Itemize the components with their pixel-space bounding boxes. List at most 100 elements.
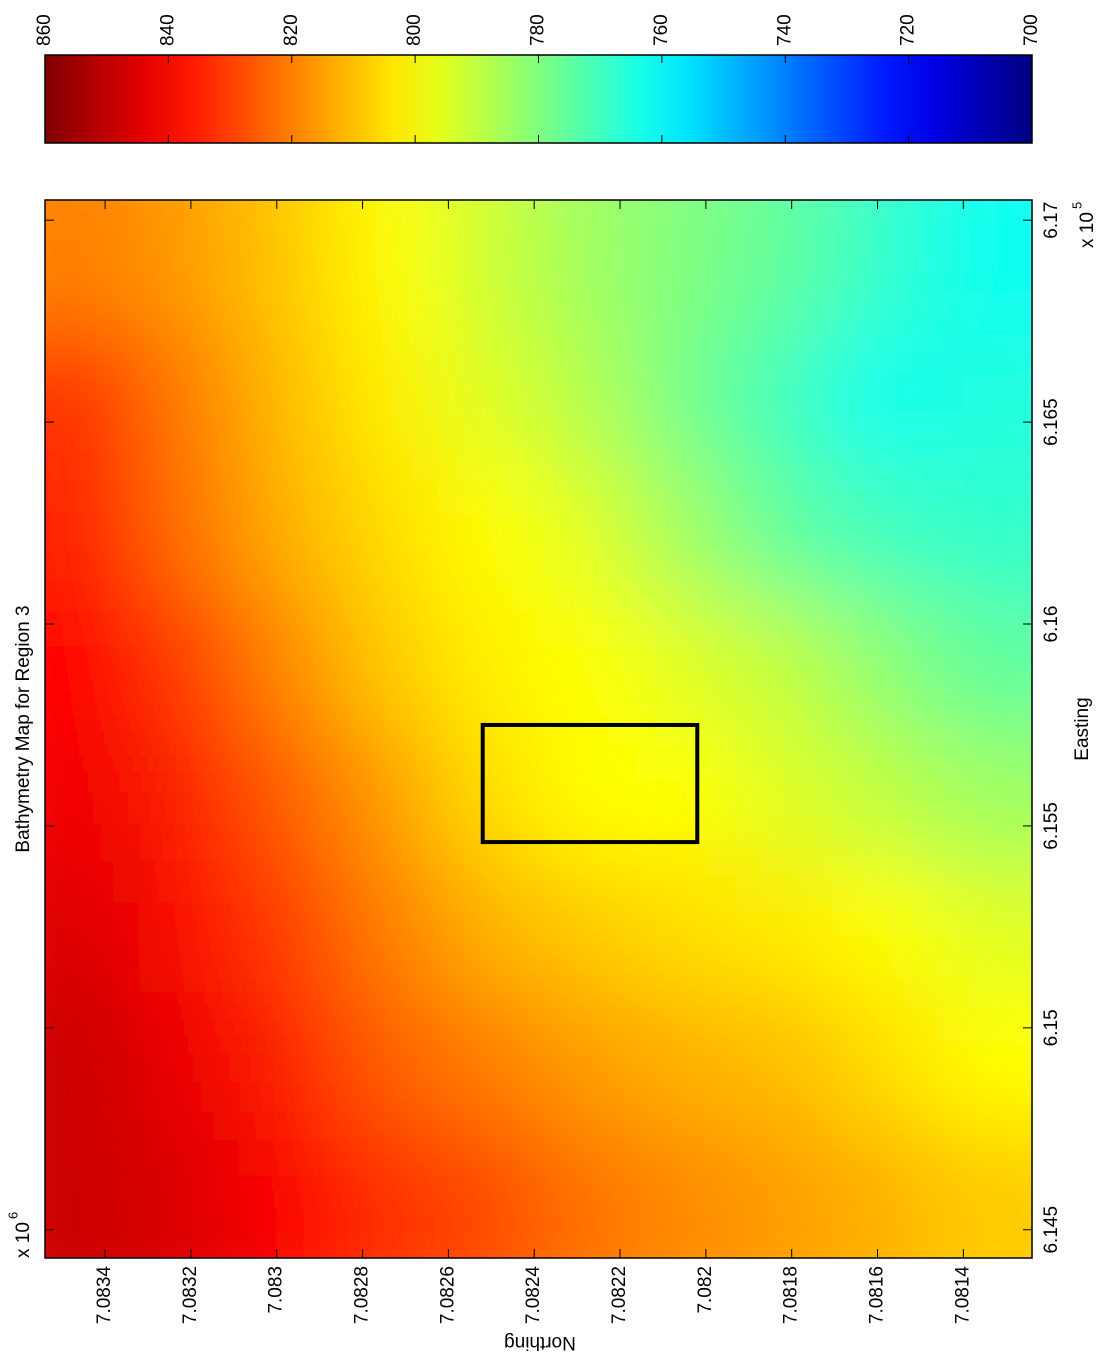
depth-cell [540, 334, 641, 467]
depth-cell [342, 466, 443, 599]
x-tick-label: 6.165 [1041, 398, 1062, 446]
y-tick-label: 7.0834 [94, 1266, 115, 1325]
colorbar-tick-label: 820 [281, 14, 302, 46]
depth-cell [0, 466, 145, 599]
depth-cell [441, 597, 542, 732]
depth-cell [0, 121, 145, 336]
x-multiplier: x 10 [1077, 212, 1098, 248]
depth-cells [0, 121, 1101, 1341]
x-tick-label: 6.16 [1041, 606, 1062, 643]
depth-cell [737, 730, 838, 863]
depth-cell [934, 861, 1101, 994]
depth-cell [342, 993, 443, 1128]
depth-cell [638, 993, 739, 1128]
depth-cell [244, 1126, 345, 1341]
x-axis-label: Easting [1072, 697, 1093, 760]
depth-cell [638, 597, 739, 732]
colorbar-tick-label: 760 [651, 14, 672, 46]
depth-cell [638, 861, 739, 994]
depth-cell [737, 597, 838, 732]
depth-cell [934, 993, 1101, 1128]
y-tick-label: 7.083 [266, 1266, 287, 1314]
depth-cell [244, 861, 345, 994]
y-tick-label: 7.0816 [867, 1266, 888, 1324]
depth-cell [836, 334, 937, 467]
depth-cell [836, 861, 937, 994]
depth-cell [244, 730, 345, 863]
depth-cell [934, 334, 1101, 467]
depth-cell [836, 993, 937, 1128]
y-tick-label: 7.0826 [437, 1266, 458, 1324]
depth-cell [441, 334, 542, 467]
depth-cell [934, 466, 1101, 599]
y-tick-label: 7.0832 [180, 1266, 201, 1324]
depth-cell [244, 121, 345, 336]
y-tick-label: 7.082 [695, 1266, 716, 1314]
depth-field [0, 121, 1101, 1341]
depth-cell [143, 121, 246, 336]
depth-cell [441, 993, 542, 1128]
depth-cell [540, 597, 641, 732]
depth-cell [342, 334, 443, 467]
depth-cell [342, 730, 443, 863]
depth-cell [441, 121, 542, 336]
colorbar [45, 55, 1032, 143]
depth-cell [143, 861, 246, 994]
depth-cell [143, 334, 246, 467]
depth-cell [737, 861, 838, 994]
depth-cell [638, 334, 739, 467]
colorbar-tick-label: 740 [774, 14, 795, 46]
depth-cell [244, 597, 345, 732]
depth-cell [143, 993, 246, 1128]
colorbar-tick-label: 720 [898, 14, 919, 46]
depth-cell [836, 121, 937, 336]
x-tick-label: 6.145 [1041, 1206, 1062, 1254]
colorbar-tick-label: 840 [157, 14, 178, 46]
x-tick-label: 6.17 [1041, 202, 1062, 239]
colorbar-tick-label: 700 [1021, 14, 1042, 46]
y-tick-label: 7.0828 [352, 1266, 373, 1324]
colorbar-tick-label: 860 [34, 14, 55, 46]
depth-cell [540, 861, 641, 994]
depth-cell [638, 121, 739, 336]
depth-cell [737, 121, 838, 336]
depth-cell [143, 730, 246, 863]
colorbar-tick-label: 800 [404, 14, 425, 46]
depth-cell [737, 466, 838, 599]
depth-cell [540, 466, 641, 599]
y-tick-label: 7.0824 [523, 1266, 544, 1325]
depth-cell [836, 730, 937, 863]
depth-cell [638, 1126, 739, 1341]
depth-cell [540, 993, 641, 1128]
depth-cell [638, 466, 739, 599]
depth-cell [244, 993, 345, 1128]
x-tick-label: 6.155 [1041, 802, 1062, 850]
depth-cell [737, 334, 838, 467]
y-multiplier: x 10 [13, 1222, 34, 1258]
depth-cell [0, 993, 145, 1128]
depth-cell [540, 121, 641, 336]
depth-cell [244, 466, 345, 599]
depth-cell [143, 466, 246, 599]
y-tick-label: 7.0822 [609, 1266, 630, 1324]
rotated-figure: Bathymetry Map for Region 3 Easting Nort… [0, 14, 1101, 1353]
depth-cell [244, 334, 345, 467]
colorbar-tick-label: 780 [528, 14, 549, 46]
x-multiplier-exponent: 5 [1069, 202, 1084, 209]
depth-cell [441, 466, 542, 599]
depth-cell [0, 861, 145, 994]
depth-cell [441, 861, 542, 994]
depth-cell [342, 121, 443, 336]
chart: Bathymetry Map for Region 3 Easting Nort… [0, 0, 1101, 1360]
depth-cell [0, 334, 145, 467]
y-tick-label: 7.0814 [952, 1266, 973, 1325]
y-multiplier-exponent: 6 [5, 1212, 20, 1219]
chart-title: Bathymetry Map for Region 3 [13, 605, 34, 852]
y-tick-label: 7.0818 [781, 1266, 802, 1324]
depth-cell [342, 597, 443, 732]
y-axis-label: Northing [504, 1332, 576, 1353]
depth-cell [143, 597, 246, 732]
depth-cell [342, 861, 443, 994]
depth-cell [737, 993, 838, 1128]
depth-cell [836, 466, 937, 599]
